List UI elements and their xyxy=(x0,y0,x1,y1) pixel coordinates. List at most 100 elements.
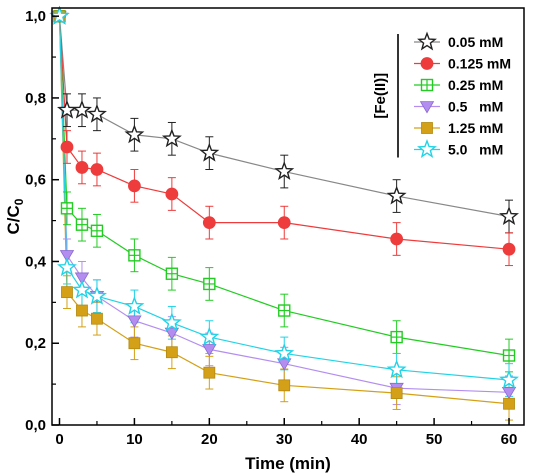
data-point xyxy=(91,312,103,325)
data-point xyxy=(390,330,403,344)
data-point xyxy=(75,161,89,174)
axis-ticks xyxy=(52,15,510,426)
series-lines xyxy=(58,16,510,405)
data-point xyxy=(165,267,179,280)
data-point xyxy=(203,366,216,379)
data-point xyxy=(165,187,179,201)
series-markers xyxy=(49,5,519,410)
data-point xyxy=(59,250,75,263)
series-line-4 xyxy=(58,16,510,405)
legend-label: 0.25 mM xyxy=(448,77,503,93)
data-point xyxy=(86,285,107,305)
data-point xyxy=(49,5,70,25)
legend-marker xyxy=(419,101,435,114)
data-point xyxy=(74,272,90,285)
data-point xyxy=(386,185,407,205)
x-tick-label: 60 xyxy=(501,431,518,448)
data-point xyxy=(503,397,515,410)
data-point xyxy=(90,163,104,176)
legend-label: 5.0 mM xyxy=(448,142,503,158)
data-point xyxy=(502,349,516,362)
data-point xyxy=(128,179,141,193)
data-point xyxy=(203,277,216,291)
x-tick-label: 30 xyxy=(276,431,293,448)
data-point xyxy=(127,315,142,328)
data-point xyxy=(199,142,220,162)
data-point xyxy=(277,216,291,230)
legend-title: [Fe(II)] xyxy=(372,73,389,119)
data-point xyxy=(386,359,407,379)
legend-marker xyxy=(417,31,437,51)
legend-marker xyxy=(417,139,437,158)
data-point xyxy=(61,286,73,299)
x-tick-label: 20 xyxy=(201,431,218,448)
data-point xyxy=(86,103,107,123)
x-tick-label: 0 xyxy=(55,431,63,448)
data-point xyxy=(161,128,182,148)
legend-item: 0.25 mM xyxy=(414,77,503,93)
data-point xyxy=(161,312,182,332)
data-point xyxy=(278,379,291,392)
data-point xyxy=(499,206,519,225)
y-axis-label-main: C/C xyxy=(4,205,23,234)
data-point xyxy=(128,249,141,262)
data-point xyxy=(277,358,292,371)
data-point xyxy=(278,304,291,317)
data-point xyxy=(90,224,104,238)
series-line-0 xyxy=(58,16,510,218)
series-line-1 xyxy=(58,16,510,250)
y-tick-label: 0,0 xyxy=(25,417,46,434)
y-tick-label: 0,4 xyxy=(25,253,47,270)
data-point xyxy=(202,344,217,357)
legend-marker xyxy=(421,122,433,134)
legend-item: 5.0 mM xyxy=(414,139,503,158)
data-point xyxy=(165,346,178,359)
data-point xyxy=(274,161,295,181)
legend-label: 0.5 mM xyxy=(448,99,503,115)
legend-marker xyxy=(420,78,434,92)
legend-label: 0.125 mM xyxy=(448,56,511,72)
data-point xyxy=(199,326,220,346)
data-point xyxy=(128,337,141,350)
legend-item: 0.125 mM xyxy=(414,56,511,72)
legend-label: 1.25 mM xyxy=(448,120,503,136)
data-point xyxy=(72,99,92,119)
legend-item: 0.05 mM xyxy=(414,31,503,51)
data-point xyxy=(60,202,74,215)
x-tick-label: 50 xyxy=(426,431,443,448)
y-tick-label: 0,8 xyxy=(25,90,46,107)
legend: [Fe(II)] 0.05 mM 0.125 mM 0.25 mM 0.5 mM 1.25… xyxy=(372,31,511,158)
data-point xyxy=(71,279,92,299)
data-point xyxy=(202,216,216,230)
data-point xyxy=(501,387,517,400)
data-point xyxy=(164,327,180,340)
legend-item: 1.25 mM xyxy=(414,120,503,136)
data-point xyxy=(75,218,89,231)
y-tick-label: 0,6 xyxy=(25,172,46,189)
data-point xyxy=(57,257,77,277)
data-point xyxy=(76,304,88,317)
data-point xyxy=(390,387,403,400)
x-tick-label: 10 xyxy=(126,431,143,448)
y-tick-label: 0,2 xyxy=(25,335,46,352)
series-line-2 xyxy=(58,16,510,357)
x-tick-label: 40 xyxy=(351,431,368,448)
data-point xyxy=(124,124,145,144)
plot-frame xyxy=(51,7,525,426)
data-point xyxy=(390,232,404,246)
y-axis-label: C/C0 xyxy=(4,198,26,234)
legend-item: 0.5 mM xyxy=(414,99,503,115)
data-point xyxy=(499,369,519,389)
data-point xyxy=(274,342,295,362)
data-point xyxy=(60,140,74,154)
x-axis-label: Time (min) xyxy=(245,454,331,473)
series-line-5 xyxy=(58,16,510,381)
legend-marker xyxy=(420,57,434,70)
legend-label: 0.05 mM xyxy=(448,34,503,50)
tick-labels: 0 10 20 30 40 50 60 0,0 0,2 0,4 0,6 0,8 1,0 xyxy=(25,8,517,448)
series-line-3 xyxy=(58,16,510,393)
data-point xyxy=(124,295,145,315)
y-axis-label-subscript: 0 xyxy=(12,198,26,205)
data-point xyxy=(502,242,516,256)
